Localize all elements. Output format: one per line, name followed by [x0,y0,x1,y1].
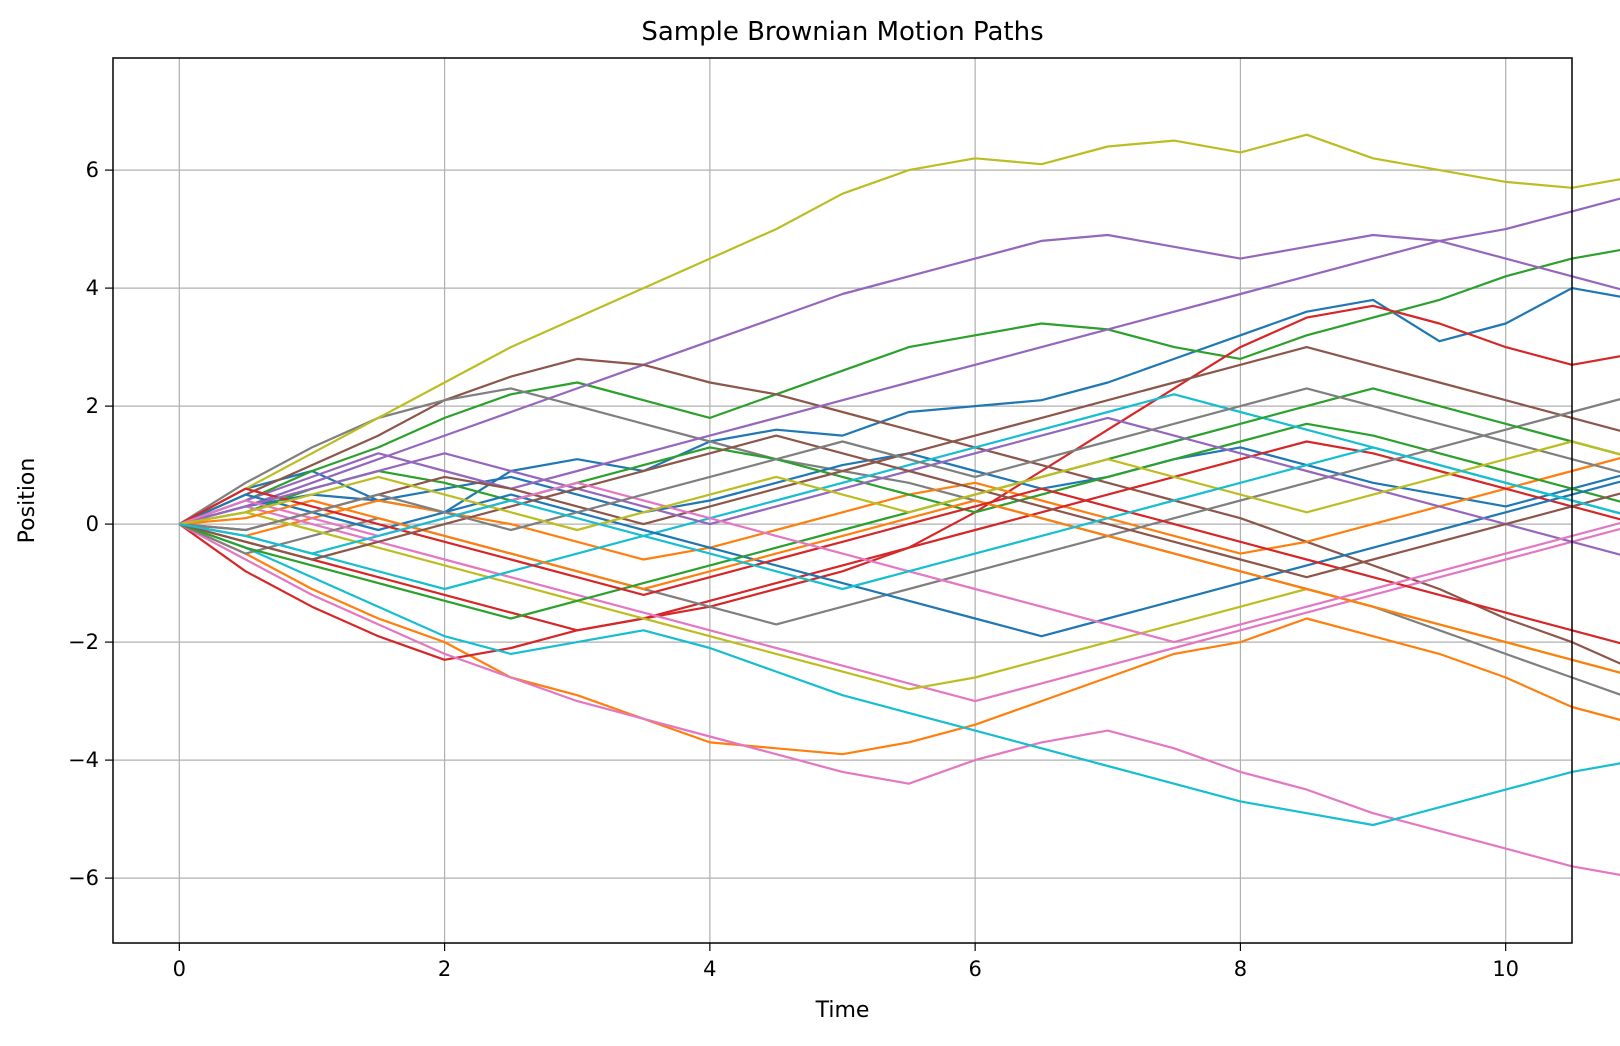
series-line [179,197,1620,526]
y-tick-label: 2 [86,394,99,418]
series-line [178,387,1620,696]
series-line [178,523,1620,756]
series-line [178,523,1620,876]
series-line [179,422,1620,526]
x-tick-label: 8 [1234,957,1247,981]
x-tick-label: 0 [173,957,186,981]
series-line [178,248,1620,526]
chart-title: Sample Brownian Motion Paths [641,17,1043,47]
y-tick-label: −6 [68,866,99,890]
y-tick-label: 0 [86,512,99,536]
plot-frame [112,57,1573,944]
series-line [178,304,1620,661]
series-line [179,387,1620,532]
x-tick-label: 10 [1492,957,1519,981]
series-line [179,499,1620,674]
series-line [178,357,1620,665]
series-line [179,440,1620,632]
x-axis-ticks: 0 2 4 6 8 10 [173,943,1519,981]
series-line [178,480,1620,638]
series-line [178,239,1620,526]
series-line [178,523,1620,827]
series-lines [178,133,1620,876]
y-axis-title: Position [15,458,40,544]
y-tick-label: 4 [86,276,99,300]
y-tick-label: −4 [68,748,99,772]
x-tick-label: 4 [703,957,716,981]
x-tick-label: 6 [968,957,981,981]
series-line [179,505,1620,703]
y-axis-ticks: −6 −4 −2 0 2 4 6 [68,158,113,890]
y-tick-label: −2 [68,630,99,654]
series-line [179,511,1620,691]
series-line [178,487,1620,645]
series-line [178,133,1620,526]
series-line [178,287,1620,526]
x-axis-title: Time [815,998,870,1023]
series-line [178,481,1620,644]
x-tick-label: 2 [438,957,451,981]
series-line [179,434,1620,579]
y-tick-label: 6 [86,158,99,182]
series-line [179,440,1620,532]
series-line [179,446,1620,526]
series-line [179,446,1620,591]
